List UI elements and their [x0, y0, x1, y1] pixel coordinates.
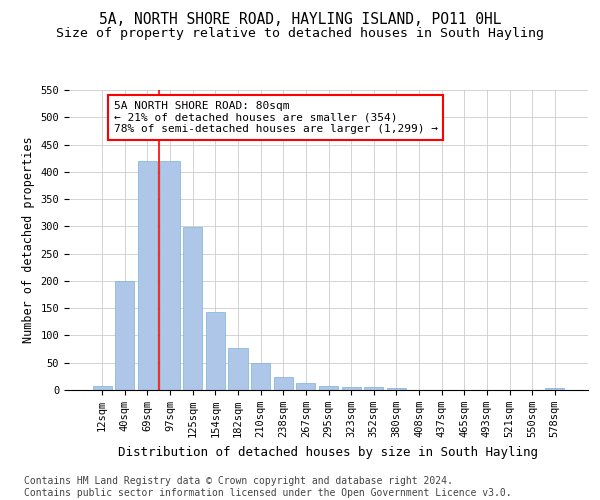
Text: Size of property relative to detached houses in South Hayling: Size of property relative to detached ho… — [56, 28, 544, 40]
Bar — [319, 386, 338, 390]
Bar — [251, 364, 270, 390]
Bar — [364, 386, 383, 390]
Bar — [341, 386, 361, 390]
Bar — [206, 312, 225, 390]
Bar — [160, 161, 180, 390]
Text: Contains HM Land Registry data © Crown copyright and database right 2024.
Contai: Contains HM Land Registry data © Crown c… — [24, 476, 512, 498]
Bar — [545, 388, 565, 390]
Bar — [274, 377, 293, 390]
Bar — [115, 281, 134, 390]
Text: 5A NORTH SHORE ROAD: 80sqm
← 21% of detached houses are smaller (354)
78% of sem: 5A NORTH SHORE ROAD: 80sqm ← 21% of deta… — [113, 101, 437, 134]
Bar — [138, 161, 157, 390]
Bar — [92, 386, 112, 390]
Text: 5A, NORTH SHORE ROAD, HAYLING ISLAND, PO11 0HL: 5A, NORTH SHORE ROAD, HAYLING ISLAND, PO… — [99, 12, 501, 28]
X-axis label: Distribution of detached houses by size in South Hayling: Distribution of detached houses by size … — [119, 446, 539, 458]
Y-axis label: Number of detached properties: Number of detached properties — [22, 136, 35, 344]
Bar — [183, 228, 202, 390]
Bar — [229, 348, 248, 390]
Bar — [296, 384, 316, 390]
Bar — [387, 388, 406, 390]
